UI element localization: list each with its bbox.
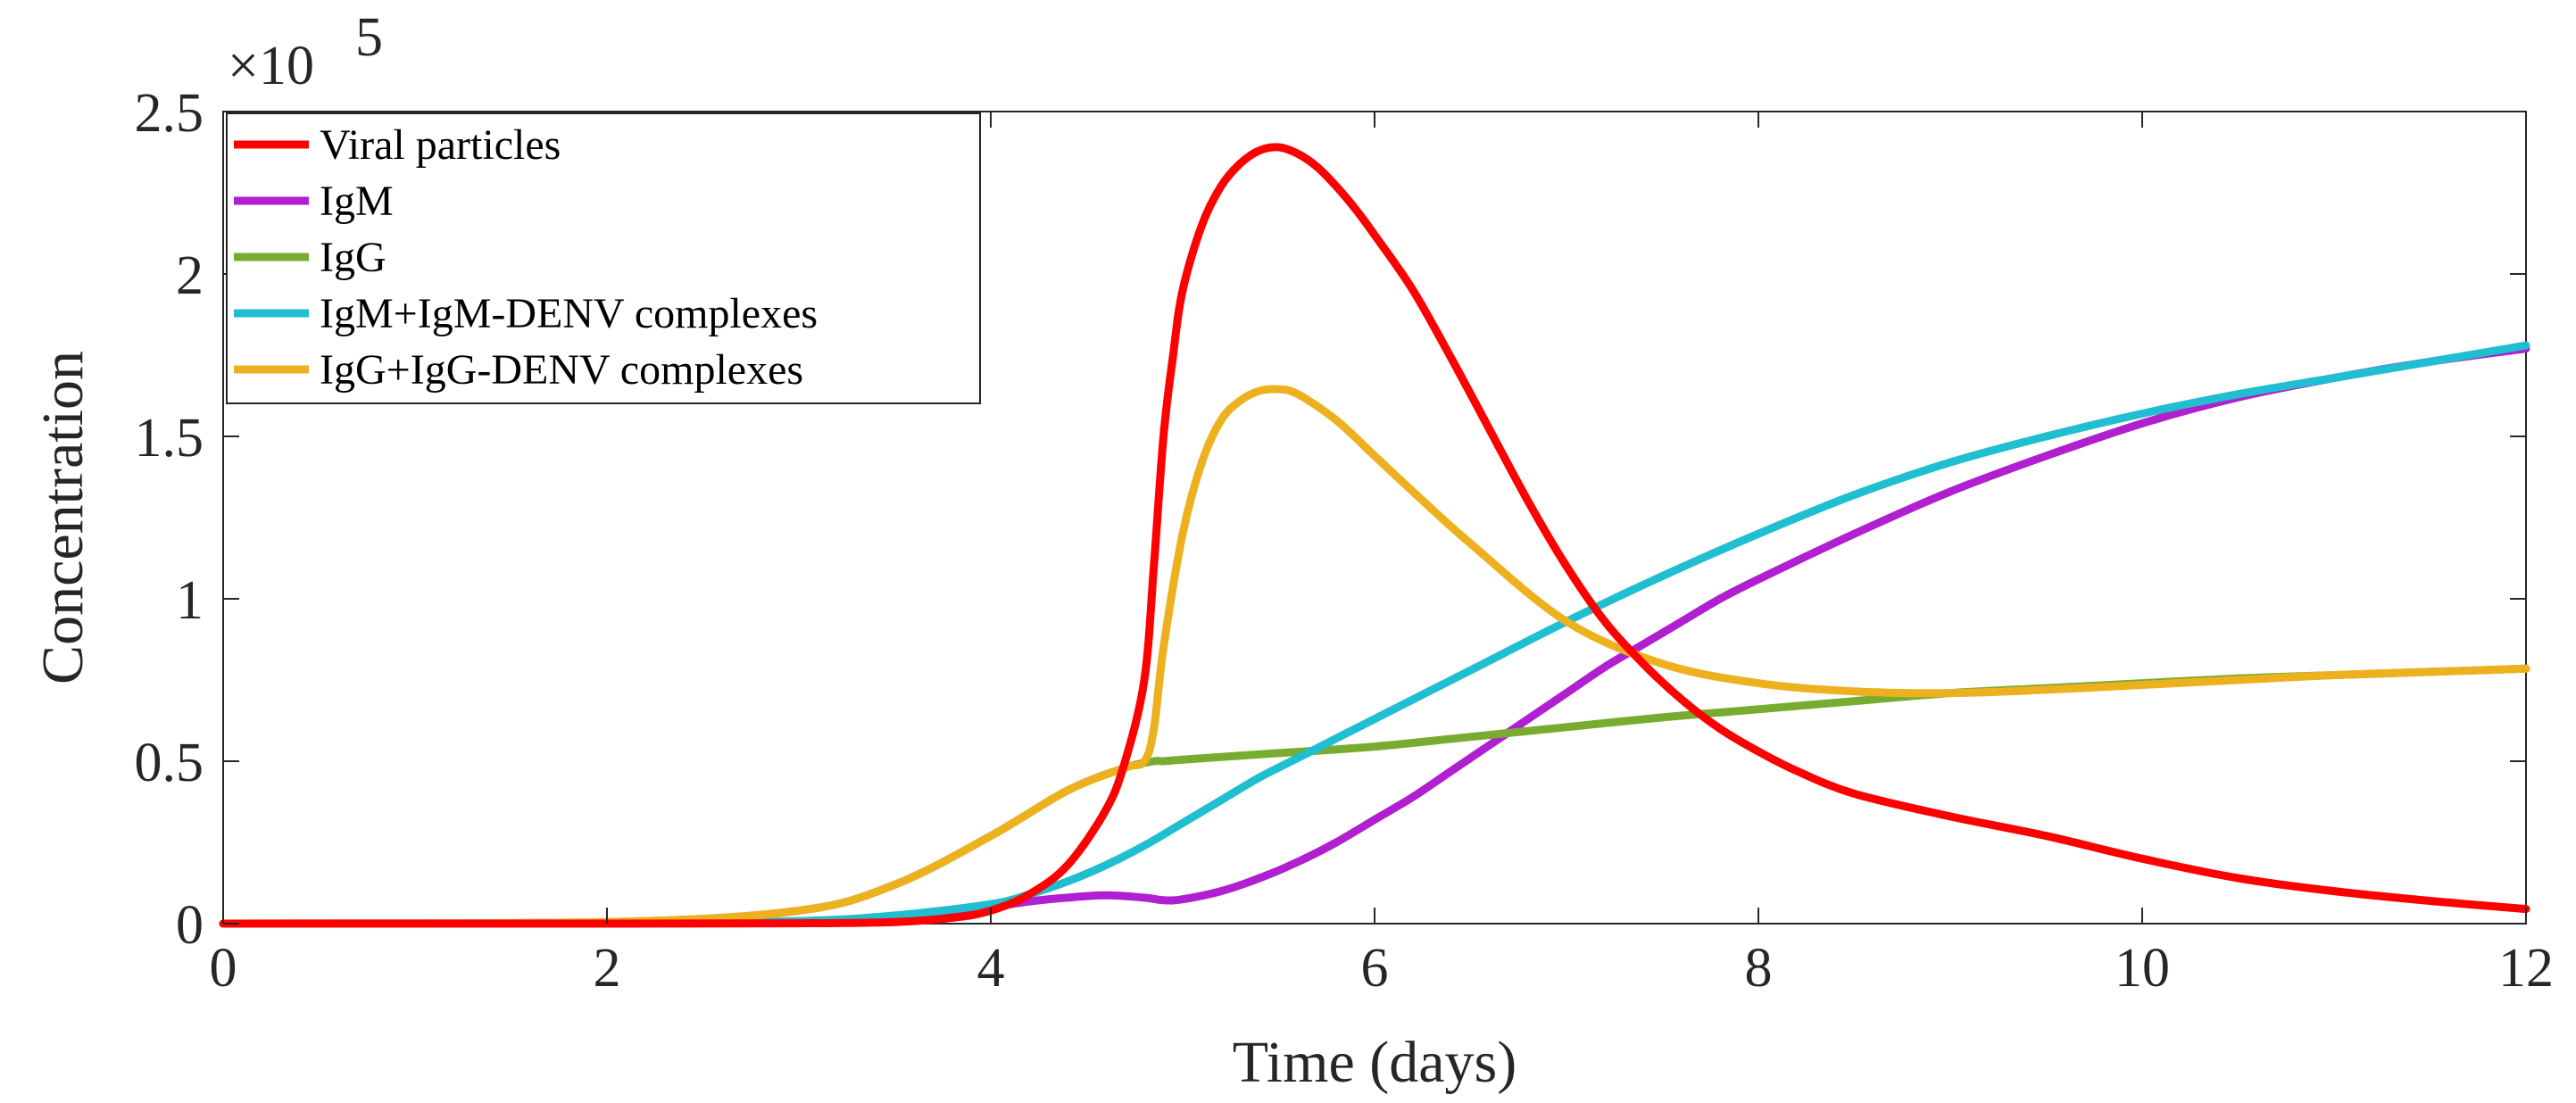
legend-label: IgG	[320, 234, 386, 281]
legend-box	[226, 112, 981, 404]
y-tick-label: 2	[176, 245, 204, 306]
legend-label: IgG+IgG-DENV complexes	[320, 346, 803, 394]
x-tick-label: 12	[2498, 938, 2554, 999]
series-line-igm-igm-denv-complexes	[219, 341, 2530, 928]
ticks-group: 0 2 4 6 8 10 12 0 0.5 1 1.5 2 2.5	[135, 83, 2555, 999]
y-tick-label: 1	[176, 570, 204, 631]
x-tick-label: 8	[1745, 938, 1773, 999]
exponent-base-label: ×10	[228, 36, 314, 96]
x-tick-label: 6	[1361, 938, 1389, 999]
x-tick-label: 2	[594, 938, 621, 999]
y-axis-title: Concentration	[30, 351, 96, 684]
y-tick-label: 2.5	[135, 83, 204, 144]
exponent-power-label: 5	[355, 7, 383, 68]
legend-label: IgM	[320, 178, 394, 225]
legend-label: IgM+IgM-DENV complexes	[320, 290, 818, 337]
y-tick-label: 1.5	[135, 408, 204, 469]
y-tick-label: 0	[176, 895, 204, 956]
x-tick-label: 0	[210, 938, 237, 999]
legend: Viral particles IgM IgG IgM+IgM-DENV comple…	[226, 112, 981, 404]
x-tick-label: 4	[977, 938, 1005, 999]
legend-label: Viral particles	[320, 121, 561, 169]
y-tick-label: 0.5	[135, 733, 204, 793]
x-axis-title: Time (days)	[1233, 1030, 1517, 1095]
series-line-igg-igg-denv-complexes	[219, 385, 2530, 928]
x-tick-label: 10	[2115, 938, 2170, 999]
